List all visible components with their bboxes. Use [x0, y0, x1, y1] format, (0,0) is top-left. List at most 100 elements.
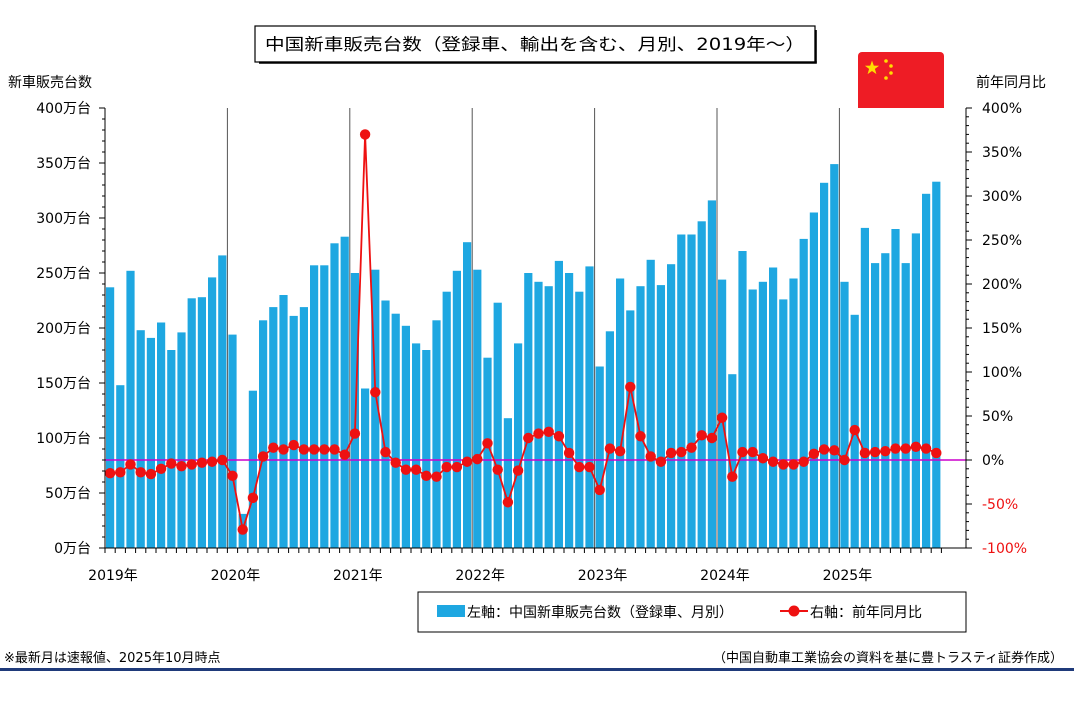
yoy-marker: [421, 470, 432, 482]
sales-bar: [177, 332, 186, 548]
yoy-marker: [563, 447, 575, 459]
sales-bar: [738, 251, 747, 548]
x-year-label: 2020年: [211, 568, 261, 584]
yoy-marker: [329, 444, 340, 455]
right-tick-label: 0%: [982, 453, 1004, 469]
yoy-marker: [767, 456, 779, 467]
right-tick-label: 200%: [982, 277, 1022, 293]
yoy-marker: [237, 524, 248, 535]
yoy-marker: [665, 447, 677, 459]
bar-series: [106, 164, 941, 549]
sales-bar: [381, 300, 390, 548]
sales-bar: [922, 193, 931, 549]
yoy-marker: [380, 446, 391, 458]
yoy-marker: [778, 459, 789, 470]
sales-bar: [320, 265, 329, 548]
yoy-marker: [461, 456, 473, 467]
sales-bar: [463, 242, 472, 548]
yoy-marker: [186, 459, 197, 470]
yoy-marker: [196, 457, 208, 468]
sales-bar: [769, 267, 778, 548]
yoy-line: [110, 134, 937, 530]
sales-bar: [667, 264, 676, 548]
sales-bar: [820, 182, 829, 549]
yoy-marker: [104, 468, 116, 479]
left-tick-label: 350万台: [36, 156, 91, 172]
right-tick-label: 250%: [982, 233, 1022, 249]
yoy-marker: [574, 461, 585, 473]
sales-bar: [636, 286, 645, 548]
x-axis-labels: 2019年 2020年 2021年 2022年 2023年 2024年 2025年: [88, 568, 872, 584]
sales-bar: [157, 322, 166, 548]
sales-bar: [106, 287, 115, 548]
yoy-marker: [125, 459, 136, 470]
yoy-marker: [166, 458, 177, 469]
yoy-marker: [931, 447, 942, 459]
legend-bar-label: 左軸：中国新車販売台数（登録車、月別）: [467, 604, 733, 621]
yoy-marker: [696, 430, 707, 441]
sales-bar: [901, 263, 910, 548]
sales-bar: [524, 273, 533, 548]
sales-bar: [146, 337, 155, 548]
yoy-marker: [492, 464, 503, 475]
yoy-marker: [135, 467, 146, 478]
yoy-marker: [543, 426, 554, 438]
sales-bar: [758, 281, 767, 548]
x-year-label: 2019年: [88, 568, 138, 584]
yoy-marker: [400, 464, 412, 475]
yoy-marker: [512, 465, 524, 476]
sales-bar: [483, 357, 492, 548]
yoy-marker: [115, 467, 126, 478]
sales-bar: [799, 238, 808, 548]
sales-bar: [809, 212, 818, 548]
sales-bar: [534, 281, 543, 548]
left-tick-label: 300万台: [36, 211, 91, 227]
x-year-label: 2025年: [823, 568, 873, 584]
sales-bar: [911, 233, 920, 548]
footnote-left: ※最新月は速報値、2025年10月時点: [4, 650, 221, 666]
yoy-marker: [788, 459, 799, 470]
yoy-marker: [472, 453, 483, 465]
sales-bar: [891, 229, 900, 548]
sales-bar: [932, 181, 941, 548]
yoy-marker: [655, 456, 667, 467]
line-series: [104, 129, 942, 535]
sales-bar: [167, 350, 176, 548]
yoy-marker: [808, 448, 820, 460]
sales-bar: [860, 227, 869, 548]
yoy-marker: [349, 428, 361, 439]
sales-bar: [871, 263, 880, 548]
right-tick-label: 150%: [982, 321, 1022, 337]
yoy-marker: [410, 464, 422, 475]
yoy-marker: [523, 432, 534, 444]
sales-bar: [197, 297, 206, 548]
sales-bar: [371, 269, 380, 548]
yoy-marker: [839, 454, 850, 466]
sales-bar: [646, 259, 655, 548]
yoy-marker: [859, 447, 871, 459]
yoy-marker: [645, 451, 656, 462]
sales-bar: [677, 234, 686, 548]
sales-bar: [748, 289, 757, 548]
yoy-marker: [757, 453, 769, 464]
sales-bar: [289, 315, 298, 548]
left-tick-label: 0万台: [54, 541, 91, 557]
yoy-marker: [900, 443, 911, 454]
sales-bar: [881, 253, 890, 548]
yoy-marker: [818, 444, 830, 455]
sales-bar: [707, 200, 716, 548]
left-tick-label: 250万台: [36, 266, 91, 282]
yoy-marker: [155, 463, 167, 474]
yoy-marker: [502, 497, 514, 508]
left-axis-title: 新車販売台数: [8, 74, 92, 91]
right-tick-label: 300%: [982, 189, 1022, 205]
yoy-marker: [217, 454, 228, 466]
yoy-marker: [716, 412, 728, 423]
yoy-marker: [890, 443, 901, 454]
yoy-marker: [288, 439, 299, 451]
sales-bar: [473, 269, 482, 548]
yoy-marker: [869, 446, 881, 458]
sales-bar: [126, 270, 135, 548]
sales-bar: [830, 164, 839, 548]
